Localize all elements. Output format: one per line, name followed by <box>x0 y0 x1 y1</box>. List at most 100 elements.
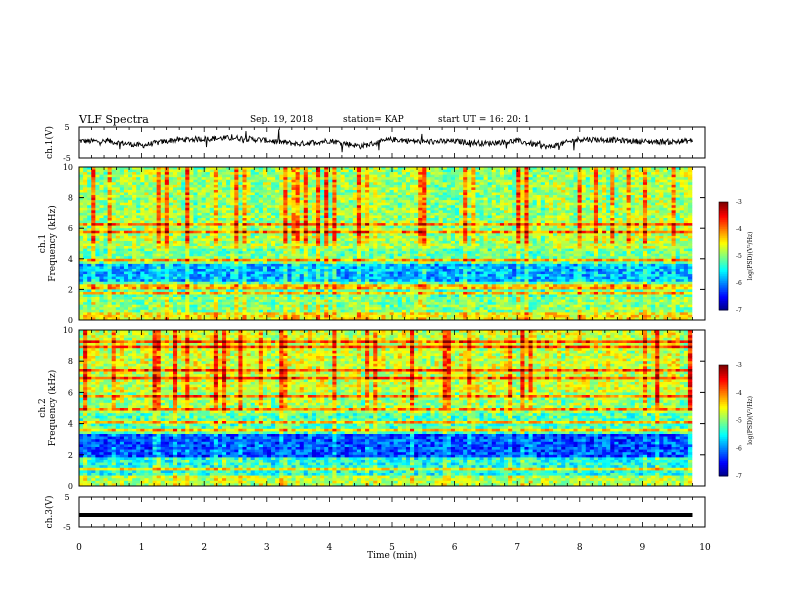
spectrogram-cell <box>356 235 362 239</box>
spectrogram-cell <box>140 192 145 196</box>
spectrogram-cell <box>487 177 493 181</box>
spectrogram-cell <box>287 205 292 209</box>
spectrogram-cell <box>209 189 215 193</box>
spectrogram-cell <box>164 174 170 178</box>
spectrogram-cell <box>381 177 386 181</box>
spectrogram-cell <box>336 233 341 237</box>
spectrogram-cell <box>144 243 149 247</box>
spectrogram-cell <box>189 169 194 173</box>
spectrogram-cell <box>356 210 362 214</box>
spectrogram-cell <box>442 202 448 206</box>
spectrogram-cell <box>160 210 166 214</box>
spectrogram-cell <box>197 233 202 237</box>
spectrogram-cell <box>332 197 337 201</box>
spectrogram-cell <box>544 182 550 186</box>
spectrogram-cell <box>393 230 399 234</box>
station-label: station= KAP <box>343 115 404 125</box>
spectrogram-cell <box>446 184 452 188</box>
spectrogram-cell <box>275 184 280 188</box>
spectrogram-cell <box>655 228 660 232</box>
spectrogram-cell <box>638 182 644 186</box>
spectrogram-cell <box>185 233 190 237</box>
spectrogram-cell <box>516 246 521 249</box>
spectrogram-cell <box>438 230 444 234</box>
spectrogram-cell <box>602 182 607 186</box>
spectrogram-cell <box>95 202 100 206</box>
spectrogram-cell <box>320 228 325 232</box>
spectrogram-cell <box>91 184 96 188</box>
spectrogram-cell <box>475 167 480 170</box>
spectrogram-cell <box>536 177 542 181</box>
spectrogram-cell <box>520 233 525 237</box>
spectrogram-cell <box>610 225 615 229</box>
spectrogram-cell <box>450 200 456 203</box>
spectrogram-cell <box>246 218 251 221</box>
spectrogram-cell <box>352 200 358 203</box>
spectrogram-cell <box>189 207 194 211</box>
spectrogram-cell <box>471 179 476 183</box>
spectrogram-cell <box>381 195 386 198</box>
spectrogram-cell <box>418 243 423 247</box>
spectrogram-cell <box>262 238 268 242</box>
spectrogram-cell <box>119 233 125 237</box>
spectrogram-cell <box>336 189 341 193</box>
spectrogram-cell <box>524 174 529 178</box>
spectrogram-cell <box>414 246 419 249</box>
spectrogram-cell <box>397 189 403 193</box>
spectrogram-cell <box>115 179 121 183</box>
spectrogram-cell <box>83 220 88 224</box>
spectrogram-cell <box>107 248 112 252</box>
spectrogram-cell <box>344 235 350 239</box>
spectrogram-cell <box>348 215 354 219</box>
spectrogram-cell <box>332 169 337 173</box>
spectrogram-cell <box>663 235 668 239</box>
spectrogram-cell <box>602 220 607 224</box>
spectrogram-cell <box>266 235 272 239</box>
spectrogram-cell <box>222 202 227 206</box>
spectrogram-cell <box>454 210 460 214</box>
spectrogram-cell <box>450 230 456 234</box>
spectrogram-cell <box>320 243 325 247</box>
spectrogram-cell <box>373 192 378 196</box>
spectrogram-cell <box>299 233 305 237</box>
spectrogram-cell <box>181 212 186 216</box>
spectrogram-cell <box>610 218 615 221</box>
spectrogram-cell <box>213 233 219 237</box>
spectrogram-cell <box>614 218 619 221</box>
spectrogram-cell <box>561 230 566 234</box>
spectrogram-cell <box>83 172 88 175</box>
spectrogram-cell <box>454 238 460 242</box>
spectrogram-cell <box>397 238 403 242</box>
spectrogram-cell <box>172 189 178 193</box>
spectrogram-cell <box>140 225 145 229</box>
spectrogram-cell <box>324 189 329 193</box>
spectrogram-cell <box>442 230 448 234</box>
spectrogram-cell <box>638 177 644 181</box>
spectrogram-cell <box>246 235 251 239</box>
spectrogram-cell <box>115 187 121 191</box>
spectrogram-cell <box>438 184 444 188</box>
spectrogram-cell <box>99 182 104 186</box>
spectrogram-cell <box>397 172 403 175</box>
spectrogram-cell <box>508 169 513 173</box>
spectrogram-cell <box>287 169 292 173</box>
spectrogram-cell <box>287 248 292 252</box>
spectrogram-cell <box>487 223 493 226</box>
spectrogram-cell <box>103 243 108 247</box>
spectrogram-cell <box>148 169 153 173</box>
spectrogram-cell <box>123 184 129 188</box>
spectrogram-cell <box>307 177 313 181</box>
spectrogram-cell <box>667 200 672 203</box>
spectrogram-cell <box>99 202 104 206</box>
spectrogram-cell <box>634 246 640 249</box>
spectrogram-cell <box>299 182 305 186</box>
spectrogram-cell <box>548 220 554 224</box>
spectrogram-cell <box>103 212 108 216</box>
spectrogram-cell <box>512 174 517 178</box>
spectrogram-cell <box>655 215 660 219</box>
spectrogram-cell <box>213 189 219 193</box>
spectrogram-cell <box>585 182 591 186</box>
spectrogram-cell <box>79 248 84 252</box>
spectrogram-cell <box>675 228 681 232</box>
